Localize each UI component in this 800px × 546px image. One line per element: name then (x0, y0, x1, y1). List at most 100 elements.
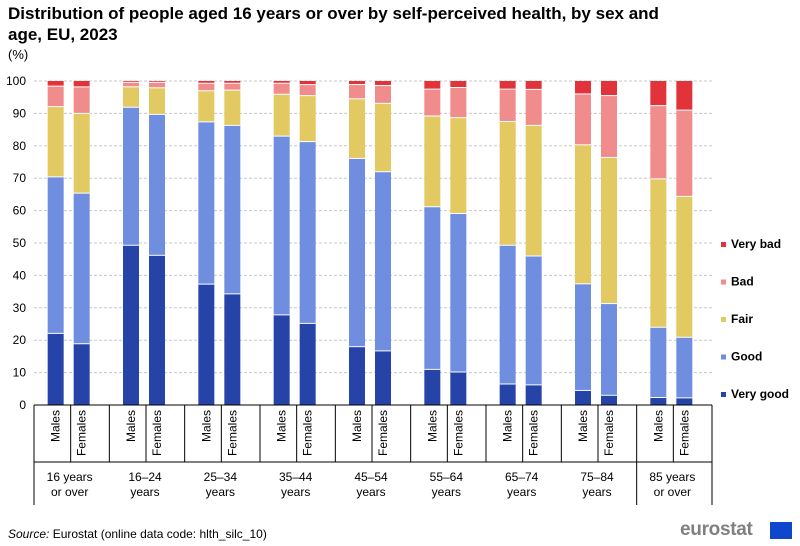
x-group-label: years (206, 485, 235, 499)
bar-segment-good (676, 337, 693, 398)
bar-segment-fair (349, 98, 365, 159)
bar-segment-bad (676, 110, 693, 197)
y-tick-label: 10 (13, 366, 27, 380)
legend: Very bad Bad Fair Good Very good (721, 237, 789, 401)
bar-segment-fair (375, 103, 391, 172)
legend-swatch (721, 354, 726, 360)
bar-segment-good (273, 136, 290, 315)
bar-segment-very-good (676, 397, 693, 405)
bar-segment-good (73, 193, 90, 344)
source-note: Source: Eurostat (online data code: hlth… (8, 527, 267, 541)
bar-segment-very-good (47, 333, 64, 405)
bar-segment-good (224, 125, 241, 294)
bar-segment-very-bad (349, 81, 365, 85)
y-tick-label: 20 (13, 333, 27, 347)
bar-segment-very-good (575, 390, 591, 405)
x-group-label: 75–84 (580, 470, 614, 484)
bar-segment-good (47, 176, 64, 334)
bar-segment-very-bad (375, 81, 391, 86)
bar-segment-very-good (273, 314, 290, 405)
bar-segment-very-good (601, 395, 617, 405)
bar-segment-very-good (149, 255, 165, 405)
y-tick-label: 0 (19, 398, 26, 412)
bar-segment-very-good (224, 293, 241, 405)
bar-segment-fair (601, 157, 617, 304)
bar-segment-fair (198, 90, 215, 122)
bar-segment-good (149, 114, 165, 256)
x-group-label: or over (654, 485, 691, 499)
bar-segment-bad (198, 83, 215, 91)
grid-lines (34, 80, 712, 374)
x-tick-label-sex: Females (301, 410, 315, 456)
bar-segment-very-good (349, 346, 365, 405)
y-tick-label: 70 (13, 171, 27, 185)
bar-segment-fair (299, 95, 316, 142)
bars (47, 81, 693, 405)
y-tick-label: 80 (13, 139, 27, 153)
legend-swatch (721, 279, 726, 285)
bar-segment-very-bad (73, 81, 90, 87)
bar-segment-fair (224, 90, 241, 126)
bar-segment-very-bad (575, 81, 591, 94)
y-axis-ticks: 0 10 20 30 40 50 60 70 80 90 100 (6, 74, 26, 412)
bar-segment-very-bad (273, 81, 290, 84)
eu-flag-icon (770, 522, 792, 539)
legend-label: Good (731, 350, 762, 364)
bar-segment-good (198, 121, 215, 285)
x-tick-label-sex: Females (225, 410, 239, 456)
bar-segment-fair (73, 113, 90, 194)
x-group-label: or over (51, 485, 88, 499)
legend-swatch (721, 392, 726, 397)
bar-segment-bad (450, 87, 467, 118)
bar-segment-fair (123, 86, 139, 108)
bar-segment-good (123, 107, 139, 246)
bar-segment-very-good (650, 397, 667, 405)
legend-swatch (721, 317, 726, 322)
x-group-label: 85 years (649, 470, 695, 484)
bar-segment-bad (525, 89, 542, 126)
bar-segment-very-good (375, 350, 391, 405)
bar-segment-good (601, 303, 617, 396)
bar-segment-very-good (198, 284, 215, 405)
bar-segment-very-bad (450, 81, 467, 88)
bar-segment-good (424, 206, 441, 370)
bar-segment-very-good (499, 383, 516, 405)
x-group-label: years (582, 485, 611, 499)
bar-segment-bad (650, 105, 667, 179)
y-tick-label: 40 (13, 268, 27, 282)
bar-segment-fair (525, 125, 542, 256)
x-group-label: years (507, 485, 536, 499)
bar-segment-very-bad (525, 81, 542, 90)
logo-wordmark: eurostat (680, 519, 753, 540)
bar-segment-bad (47, 86, 64, 107)
bar-segment-very-good (525, 384, 542, 405)
bar-segment-good (450, 213, 467, 372)
y-tick-label: 50 (13, 236, 27, 250)
bar-segment-very-bad (676, 81, 693, 111)
x-tick-label-sex: Males (651, 410, 665, 442)
y-tick-label: 100 (6, 74, 26, 88)
x-tick-label-sex: Females (451, 410, 465, 456)
x-tick-label-sex: Females (150, 410, 164, 456)
stacked-bar-chart: 0 10 20 30 40 50 60 70 80 90 100 Males Females 16 ye… (6, 74, 789, 505)
y-tick-label: 60 (13, 204, 27, 218)
x-tick-label-sex: Males (275, 410, 289, 442)
bar-segment-bad (499, 89, 516, 122)
bar-segment-fair (650, 178, 667, 328)
bar-segment-fair (424, 115, 441, 207)
source-text: Eurostat (online data code: hlth_silc_10… (49, 527, 267, 541)
bar-segment-very-good (73, 343, 90, 405)
bar-segment-fair (676, 196, 693, 338)
bar-segment-bad (601, 95, 617, 158)
x-group-label: years (356, 485, 385, 499)
x-tick-label-sex: Females (527, 410, 541, 456)
x-tick-label-sex: Females (677, 410, 691, 456)
bar-segment-good (349, 158, 365, 347)
bar-segment-very-bad (47, 81, 64, 87)
bar-segment-very-good (450, 371, 467, 405)
bar-segment-very-bad (424, 81, 441, 90)
bar-segment-bad (349, 84, 365, 99)
x-group-label: years (432, 485, 461, 499)
source-label: Source: (8, 527, 50, 541)
bar-segment-bad (299, 84, 316, 96)
